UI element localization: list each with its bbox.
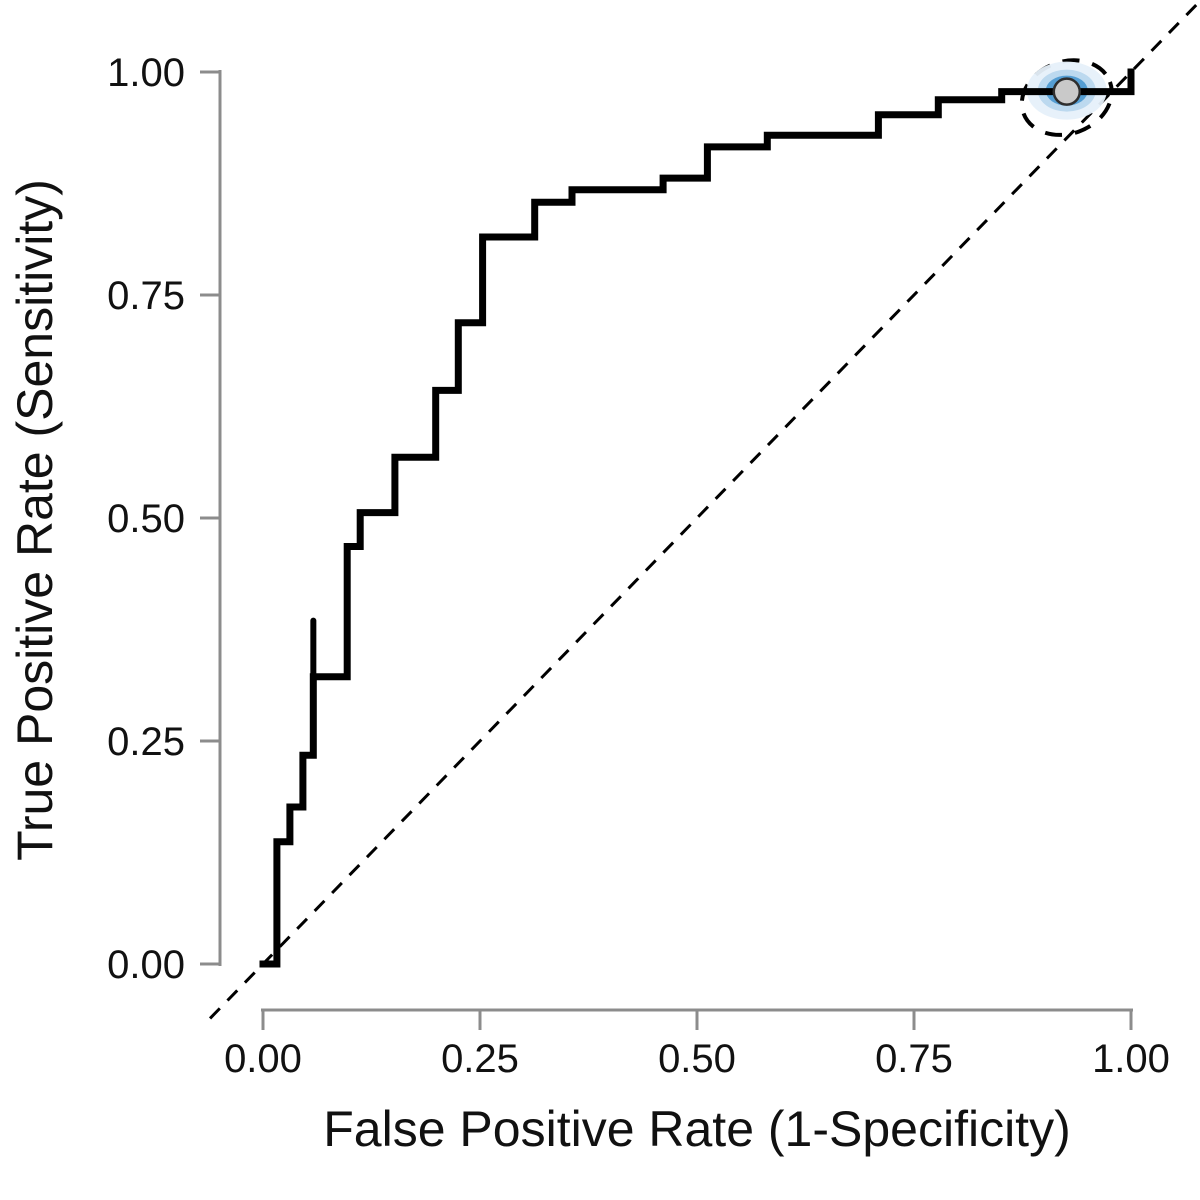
chance-diagonal-line [208, 2, 1199, 1020]
operating-point-marker [1052, 77, 1082, 106]
y-tick-label: 0.00 [107, 943, 185, 987]
y-tick-label: 0.50 [107, 497, 185, 541]
y-tick-label: 0.25 [107, 720, 185, 764]
data-layer [208, 2, 1199, 1020]
x-tick-label: 0.50 [658, 1037, 736, 1081]
axes-layer: 0.00 0.25 0.50 0.75 1.00 0.00 0.25 0.50 0.75 1.00 [107, 51, 1170, 1081]
x-tick-label: 0.75 [875, 1037, 953, 1081]
y-tick-label: 0.75 [107, 274, 185, 318]
confidence-ellipse [1019, 58, 1114, 137]
x-tick-label: 0.25 [441, 1037, 519, 1081]
y-axis-title: True Positive Rate (Sensitivity) [7, 179, 63, 861]
x-axis-title: False Positive Rate (1-Specificity) [323, 1101, 1070, 1157]
x-tick-label: 0.00 [224, 1037, 302, 1081]
x-tick-label: 1.00 [1092, 1037, 1170, 1081]
y-tick-label: 1.00 [107, 51, 185, 95]
roc-curve-line [259, 68, 1135, 968]
